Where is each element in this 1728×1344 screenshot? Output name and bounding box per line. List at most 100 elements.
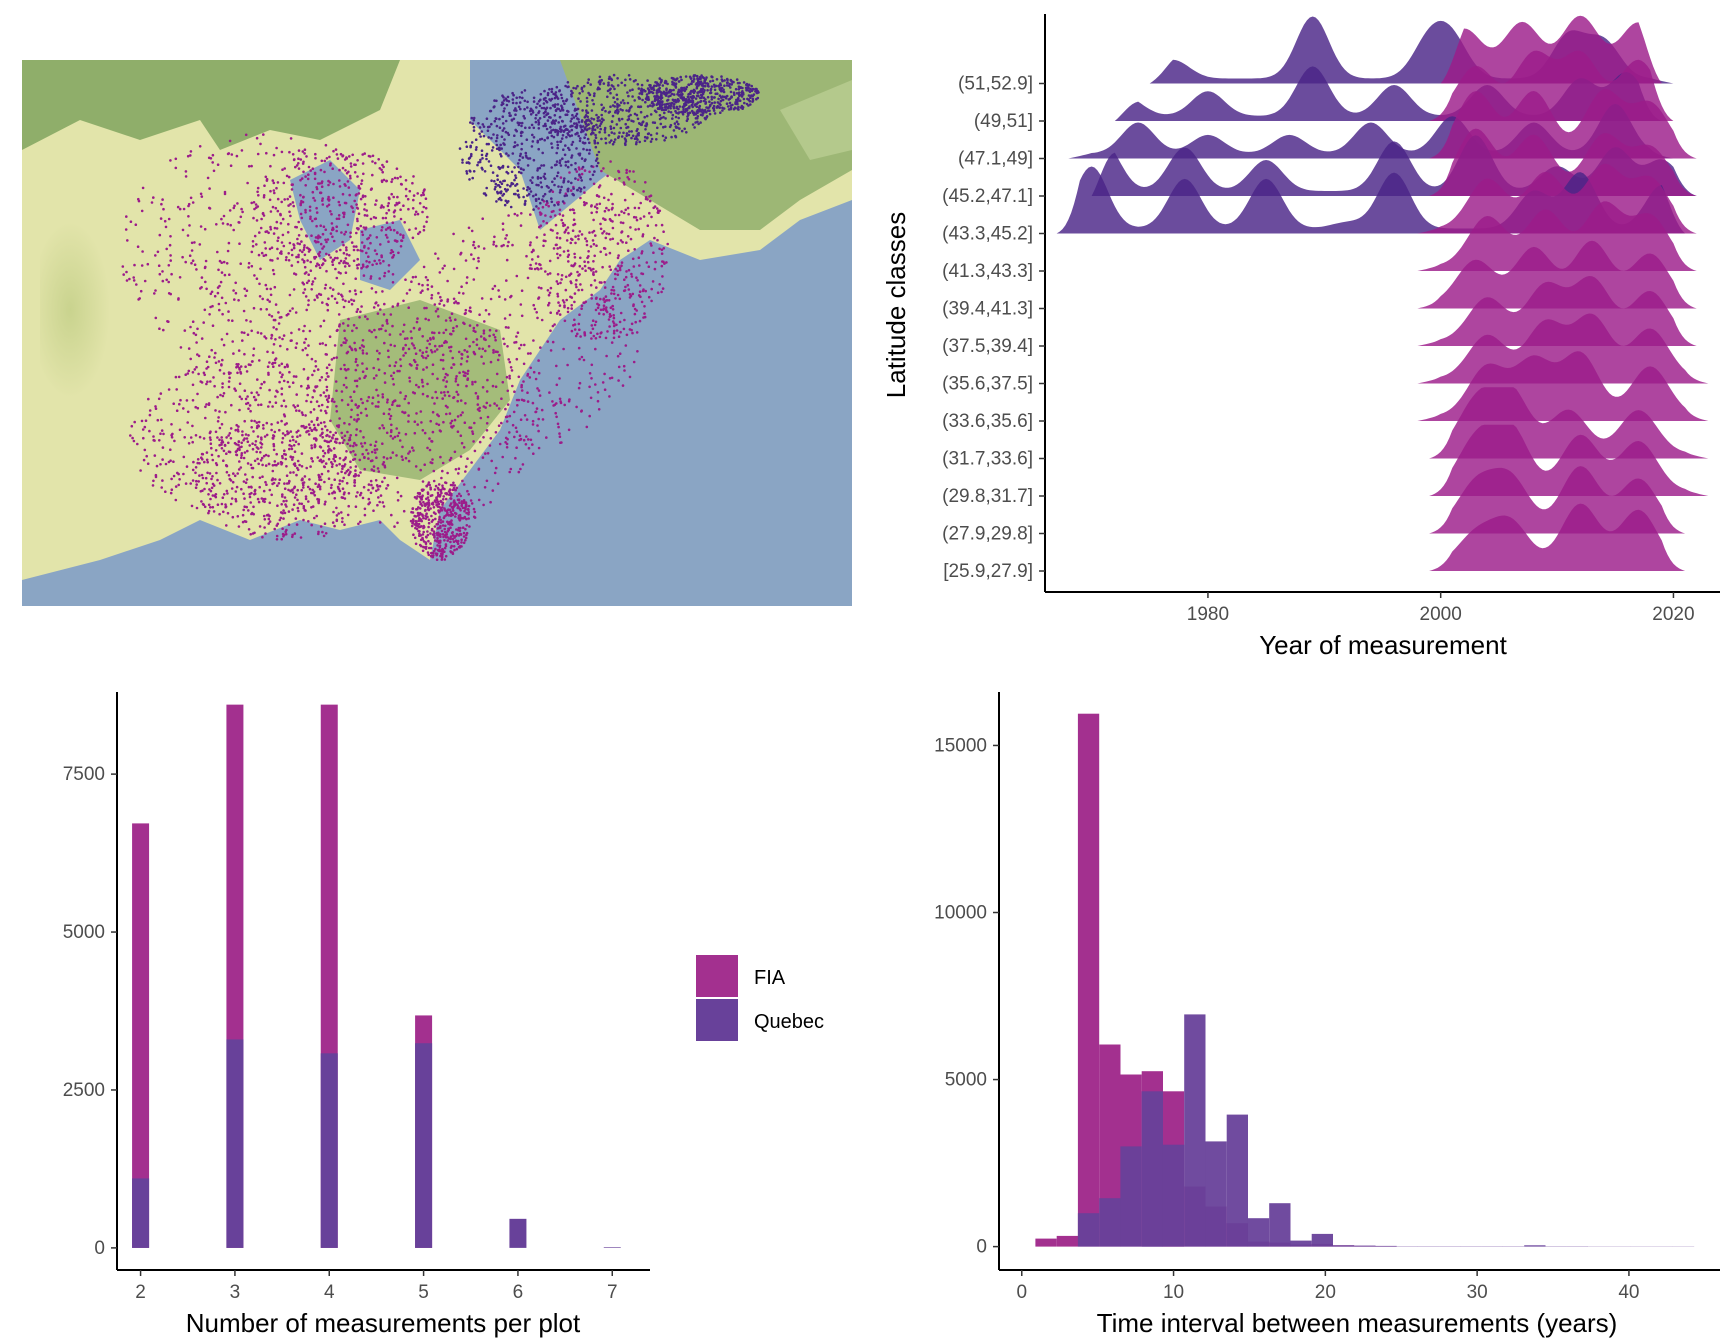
- fia-point: [452, 297, 456, 301]
- fia-point: [519, 467, 522, 471]
- quebec-point: [550, 87, 554, 91]
- fia-point: [380, 168, 383, 172]
- fia-point: [597, 408, 601, 411]
- quebec-point: [575, 147, 578, 150]
- fia-point: [280, 252, 283, 255]
- fia-point: [276, 181, 280, 184]
- fia-point: [442, 378, 445, 382]
- fia-point: [416, 212, 420, 216]
- fia-point: [306, 393, 310, 397]
- fia-point: [338, 489, 342, 493]
- quebec-point: [649, 140, 653, 143]
- fia-point: [209, 430, 212, 434]
- fia-point: [297, 149, 301, 152]
- fia-point: [304, 495, 308, 498]
- quebec-point: [472, 116, 476, 120]
- fia-point: [393, 215, 396, 218]
- fia-point: [220, 447, 224, 450]
- fia-point: [308, 487, 312, 491]
- fia-point: [202, 321, 205, 324]
- fia-point: [241, 430, 244, 433]
- fia-point: [630, 275, 634, 278]
- fia-point: [224, 410, 227, 414]
- fia-point: [256, 186, 260, 190]
- fia-point: [385, 211, 388, 215]
- fia-point: [439, 521, 443, 524]
- fia-point: [285, 174, 289, 178]
- fia-point: [211, 153, 215, 157]
- quebec-point: [594, 159, 598, 162]
- fia-point: [298, 463, 301, 467]
- fia-point: [484, 349, 487, 353]
- quebec-point: [628, 78, 632, 81]
- fia-point: [252, 306, 256, 310]
- quebec-point: [493, 119, 497, 123]
- fia-point: [356, 217, 359, 221]
- fia-point: [305, 155, 308, 158]
- quebec-point: [586, 128, 589, 131]
- fia-point: [471, 380, 474, 384]
- fia-point: [561, 214, 565, 217]
- fia-point: [232, 352, 235, 355]
- quebec-point: [572, 116, 576, 119]
- fia-point: [583, 301, 586, 305]
- quebec-point: [631, 95, 634, 98]
- fia-point: [548, 259, 552, 263]
- fia-point: [243, 352, 246, 356]
- fia-point: [315, 186, 319, 189]
- fia-point: [242, 456, 246, 460]
- fia-point: [209, 489, 213, 493]
- quebec-point: [570, 117, 573, 121]
- quebec-point: [477, 122, 480, 125]
- quebec-point: [613, 132, 616, 135]
- quebec-point: [613, 87, 616, 91]
- fia-point: [448, 412, 452, 415]
- fia-point: [154, 473, 158, 477]
- fia-point: [148, 413, 152, 417]
- quebec-point: [489, 109, 493, 113]
- fia-point: [307, 299, 310, 302]
- quebec-point: [511, 91, 514, 95]
- fia-point: [426, 283, 430, 287]
- fia-point: [326, 308, 330, 312]
- fia-point: [195, 268, 198, 271]
- fia-point: [383, 476, 386, 480]
- fia-point: [660, 223, 664, 227]
- fia-point: [647, 265, 651, 269]
- fia-point: [455, 375, 458, 378]
- fia-point: [357, 212, 361, 215]
- fia-point: [608, 395, 611, 398]
- fia-point: [158, 233, 162, 237]
- fia-point: [411, 446, 414, 450]
- quebec-point: [499, 152, 502, 156]
- fia-point: [439, 358, 443, 362]
- fia-point: [515, 430, 519, 434]
- fia-point: [236, 202, 239, 205]
- fia-point: [514, 456, 517, 460]
- quebec-point: [511, 152, 515, 155]
- quebec-point: [591, 99, 594, 102]
- fia-point: [281, 436, 285, 440]
- quebec-point: [600, 113, 603, 117]
- fia-point: [361, 339, 365, 342]
- fia-point: [256, 497, 260, 501]
- fia-point: [244, 397, 248, 401]
- fia-point: [264, 337, 268, 340]
- quebec-point: [611, 142, 615, 146]
- quebec-point: [685, 131, 688, 134]
- quebec-point: [553, 183, 556, 187]
- fia-point: [342, 341, 346, 344]
- quebec-point: [566, 81, 570, 84]
- fia-point: [137, 197, 140, 201]
- fia-point: [348, 423, 351, 426]
- quebec-point: [481, 168, 484, 171]
- fia-point: [446, 300, 449, 303]
- quebec-point: [595, 164, 599, 168]
- fia-point: [234, 428, 237, 432]
- quebec-point: [521, 96, 524, 100]
- quebec-point: [501, 115, 505, 118]
- fia-point: [519, 343, 523, 347]
- fia-point: [428, 448, 432, 452]
- fia-point: [191, 479, 195, 482]
- fia-point: [386, 226, 390, 230]
